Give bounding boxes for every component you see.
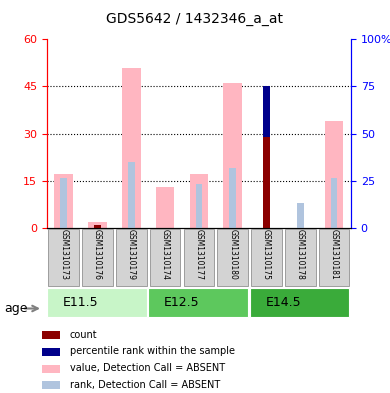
FancyBboxPatch shape xyxy=(319,228,349,286)
Bar xyxy=(60,178,67,228)
Bar xyxy=(54,174,73,228)
Text: E11.5: E11.5 xyxy=(63,296,98,309)
Text: age: age xyxy=(4,302,27,315)
Bar xyxy=(43,348,60,356)
Bar xyxy=(263,137,270,228)
Bar xyxy=(156,187,174,228)
Text: E12.5: E12.5 xyxy=(164,296,200,309)
Text: percentile rank within the sample: percentile rank within the sample xyxy=(70,346,235,356)
FancyBboxPatch shape xyxy=(48,228,79,286)
FancyBboxPatch shape xyxy=(251,228,282,286)
Bar xyxy=(325,121,343,228)
Text: value, Detection Call = ABSENT: value, Detection Call = ABSENT xyxy=(70,363,225,373)
Bar xyxy=(122,68,140,228)
FancyBboxPatch shape xyxy=(285,228,316,286)
Text: rank, Detection Call = ABSENT: rank, Detection Call = ABSENT xyxy=(70,380,220,389)
Text: count: count xyxy=(70,330,98,340)
Bar xyxy=(223,83,242,228)
Text: GSM1310174: GSM1310174 xyxy=(161,229,170,280)
Bar xyxy=(196,184,202,228)
Text: GSM1310181: GSM1310181 xyxy=(330,229,339,280)
FancyBboxPatch shape xyxy=(47,288,147,317)
FancyBboxPatch shape xyxy=(148,288,248,317)
FancyBboxPatch shape xyxy=(150,228,181,286)
FancyBboxPatch shape xyxy=(184,228,214,286)
Bar xyxy=(43,331,60,339)
Bar xyxy=(263,86,270,137)
FancyBboxPatch shape xyxy=(217,228,248,286)
Text: GSM1310178: GSM1310178 xyxy=(296,229,305,280)
FancyBboxPatch shape xyxy=(82,228,113,286)
Bar xyxy=(88,222,107,228)
Bar xyxy=(43,381,60,389)
Bar xyxy=(190,174,208,228)
Text: GSM1310175: GSM1310175 xyxy=(262,229,271,280)
Bar xyxy=(331,178,337,228)
Bar xyxy=(43,365,60,373)
Bar xyxy=(128,162,135,228)
FancyBboxPatch shape xyxy=(116,228,147,286)
Text: E14.5: E14.5 xyxy=(266,296,301,309)
Text: GSM1310176: GSM1310176 xyxy=(93,229,102,280)
FancyBboxPatch shape xyxy=(250,288,349,317)
Bar xyxy=(297,203,303,228)
Text: GSM1310177: GSM1310177 xyxy=(194,229,204,280)
Text: GSM1310180: GSM1310180 xyxy=(228,229,237,280)
Bar xyxy=(229,168,236,228)
Text: GDS5642 / 1432346_a_at: GDS5642 / 1432346_a_at xyxy=(106,12,284,26)
Text: GSM1310173: GSM1310173 xyxy=(59,229,68,280)
Bar xyxy=(94,225,101,228)
Text: GSM1310179: GSM1310179 xyxy=(127,229,136,280)
